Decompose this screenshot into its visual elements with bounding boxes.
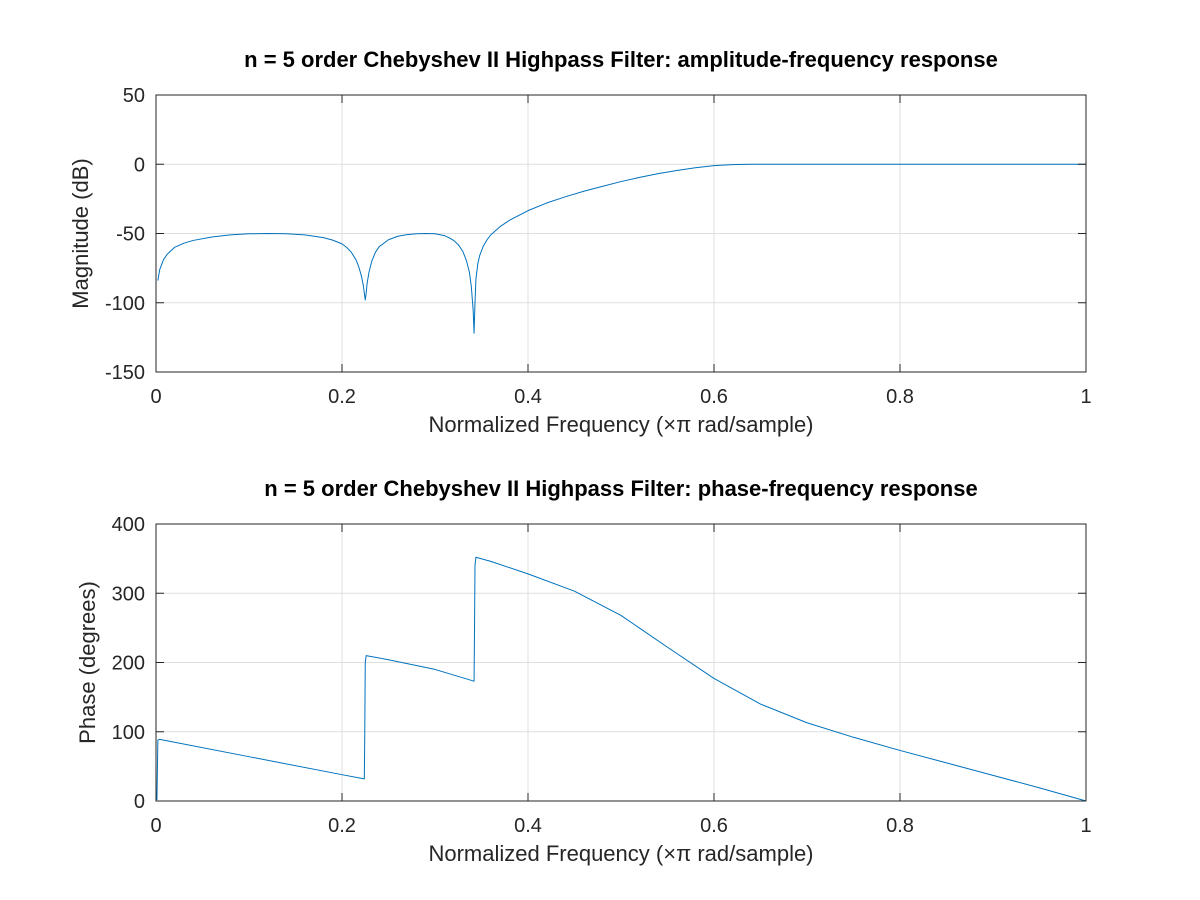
- phase-plot: 0 0.2 0.4 0.6 0.8 1 0 100 200 300 400 n = 5 order C…: [75, 476, 1092, 866]
- magnitude-y-tick-label: -50: [116, 224, 145, 246]
- phase-plot-title: n = 5 order Chebyshev II Highpass Filter…: [264, 476, 977, 501]
- magnitude-plot: 0 0.2 0.4 0.6 0.8 1 -150 -100 -50 0 50 n = 5 order …: [68, 47, 1092, 437]
- magnitude-x-tick-label: 0.6: [700, 386, 728, 408]
- phase-x-tick-label: 0: [150, 815, 161, 837]
- phase-y-tick-label: 300: [112, 583, 145, 605]
- phase-y-tick-label: 400: [112, 514, 145, 536]
- phase-x-tick-label: 0.6: [700, 815, 728, 837]
- phase-x-tick-label: 1: [1080, 815, 1091, 837]
- phase-y-tick-label: 0: [134, 791, 145, 813]
- phase-x-tick-label: 0.4: [514, 815, 542, 837]
- magnitude-x-tick-label: 0.4: [514, 386, 542, 408]
- phase-y-tick-label: 200: [112, 653, 145, 675]
- magnitude-y-tick-label: 0: [134, 154, 145, 176]
- magnitude-x-tick-label: 0.2: [328, 386, 356, 408]
- phase-x-tick-label: 0.8: [886, 815, 914, 837]
- magnitude-x-tick-label: 0: [150, 386, 161, 408]
- magnitude-y-tick-label: -150: [105, 362, 145, 384]
- phase-x-tick-label: 0.2: [328, 815, 356, 837]
- magnitude-y-axis-label: Magnitude (dB): [68, 158, 93, 308]
- magnitude-x-axis-label: Normalized Frequency (×π rad/sample): [428, 412, 813, 437]
- phase-series-line: [156, 556, 1087, 802]
- magnitude-y-tick-label: -100: [105, 293, 145, 315]
- magnitude-x-tick-label: 1: [1080, 386, 1091, 408]
- magnitude-x-tick-label: 0.8: [886, 386, 914, 408]
- phase-y-axis-label: Phase (degrees): [75, 581, 100, 744]
- phase-x-axis-label: Normalized Frequency (×π rad/sample): [428, 841, 813, 866]
- magnitude-series-line: [157, 163, 1086, 334]
- magnitude-y-tick-label: 50: [123, 85, 145, 107]
- phase-y-tick-label: 100: [112, 722, 145, 744]
- magnitude-plot-title: n = 5 order Chebyshev II Highpass Filter…: [244, 47, 998, 72]
